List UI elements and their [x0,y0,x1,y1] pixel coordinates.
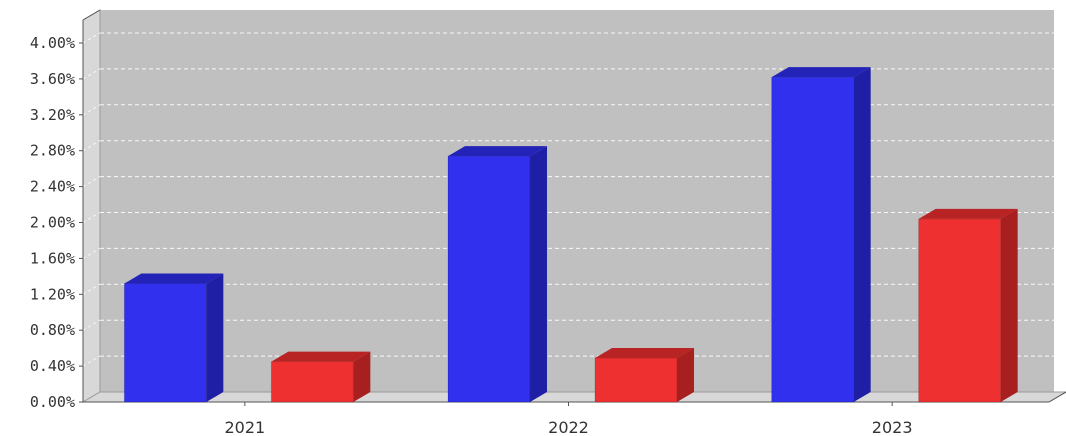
bar [771,76,855,403]
bar-top [918,208,1018,219]
left-wall [82,9,101,403]
y-tick-label: 1.60% [30,249,75,267]
back-wall [100,10,1054,392]
y-axis-top [82,9,101,21]
gridlines [82,32,1054,367]
bar-top [771,67,871,78]
y-tick-label: 3.20% [30,106,75,124]
plot-walls [81,9,1066,403]
bar-top [448,146,547,157]
x-tick-label: 2022 [548,418,589,436]
bar [123,283,207,403]
y-tick-label: 2.40% [30,178,75,196]
bar-side [677,348,694,402]
bar-side [1000,208,1018,402]
x-tick-label: 2021 [224,418,265,436]
bar [918,218,1002,403]
y-tick-label: 4.00% [30,34,75,52]
y-tick-label: 3.60% [30,70,75,88]
y-tick-label: 0.00% [30,393,75,411]
y-tick-label: 0.40% [30,357,75,375]
bar [594,357,678,403]
x-axis-end [1048,391,1066,403]
bar-top [595,348,694,359]
bar-side [853,67,871,402]
bar-side [206,273,224,402]
bar [447,155,531,403]
x-tick-label: 2023 [872,418,913,436]
bar-side [353,351,371,402]
bar-top [124,273,224,284]
x-axis-ticks: 2021 2022 2023 [224,402,913,436]
bar [270,361,354,403]
y-tick-label: 2.80% [30,142,75,160]
y-tick-label: 2.00% [30,214,75,232]
bar-side [530,146,547,402]
bar-top [271,351,371,362]
bars [123,67,1018,403]
y-axis-ticks: 0.00% 0.40% 0.80% 1.20% 1.60% 2.00% 2.40% 2.80%… [30,34,83,411]
y-tick-label: 1.20% [30,285,75,303]
axes [82,9,1066,403]
y-tick-label: 0.80% [30,321,75,339]
